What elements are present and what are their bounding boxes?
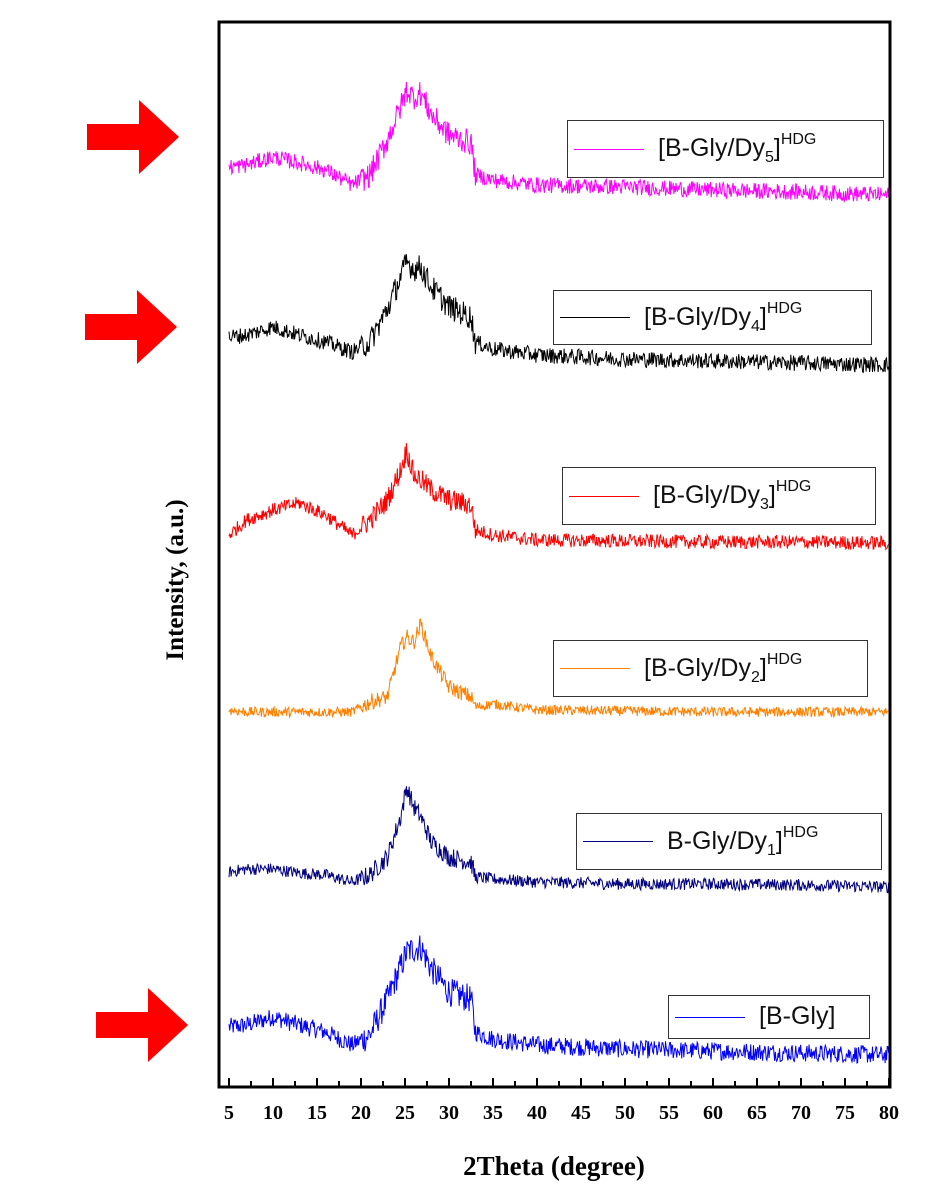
legend-suffix: ] [768,481,776,509]
x-tick-labels: 5 10 15 20 25 30 35 40 45 50 55 60 65 70 75 80 [224,1102,899,1124]
legend-entry: [B-Gly/Dy3]HDG [562,467,876,525]
legend-subscript: 1 [767,841,776,859]
x-tick-label: 30 [439,1102,459,1124]
x-tick-label: 25 [395,1102,415,1124]
x-tick-label: 75 [835,1102,855,1124]
x-tick-label: 40 [527,1102,547,1124]
legend-swatch [574,148,644,150]
legend-swatch [583,841,653,842]
legend-superscript: HDG [766,650,803,668]
legend-superscript: HDG [782,823,819,841]
x-tick-label: 70 [791,1102,811,1124]
legend-superscript: HDG [780,131,817,148]
legend-text: [B-Gly/Dy [653,481,760,509]
legend-label: [B-Gly] [759,999,835,1035]
x-tick-label: 50 [615,1102,635,1124]
legend-label: [B-Gly/Dy2]HDG [644,651,802,687]
legend-suffix: ] [759,302,767,331]
legend-superscript: HDG [766,299,803,317]
red-arrow-icon [87,100,179,174]
legend-label: [B-Gly/Dy3]HDG [653,478,811,514]
legend-entry: [B-Gly/Dy4]HDG [553,290,872,345]
series-line-0 [228,935,890,1064]
legend-swatch [560,317,630,318]
x-tick-label: 35 [483,1102,503,1124]
legend-text: [B-Gly/Dy [658,134,765,162]
legend-entry: [B-Gly/Dy2]HDG [553,640,868,697]
series-line-5 [228,81,890,204]
legend-text: [B-Gly/Dy [644,653,751,682]
legend-superscript: HDG [775,478,812,495]
series-line-2 [228,618,889,719]
x-tick-label: 55 [659,1102,679,1124]
legend-entry: B-Gly/Dy1]HDG [576,813,882,870]
x-ticks [228,1078,890,1087]
traces-group [228,81,890,1064]
legend-text: [B-Gly] [759,1002,836,1030]
legend-label: [B-Gly/Dy5]HDG [658,131,816,167]
y-axis-title: Intensity, (a.u.) [162,499,189,660]
x-tick-label: 15 [307,1102,327,1124]
legend-subscript: 5 [764,149,774,166]
series-line-3 [228,443,889,551]
legend-subscript: 2 [750,668,760,686]
legend-label: B-Gly/Dy1]HDG [667,824,818,860]
legend-text: [B-Gly/Dy [644,302,751,331]
legend-suffix: ] [775,826,783,855]
x-tick-label: 20 [351,1102,371,1124]
legend-subscript: 4 [750,317,760,335]
red-arrow-icon [96,988,188,1062]
x-tick-label: 10 [263,1102,283,1124]
x-tick-label: 65 [747,1102,767,1124]
x-axis-title: 2Theta (degree) [463,1151,645,1181]
red-arrow-icon [85,290,177,364]
legend-suffix: ] [759,653,767,682]
legend-entry: [B-Gly] [668,995,870,1039]
legend-swatch [560,668,630,669]
series-line-1 [228,786,890,894]
series-line-4 [228,254,890,374]
x-tick-label: 60 [703,1102,723,1124]
legend-swatch [569,495,639,497]
plot-frame [217,20,892,1089]
legend-label: [B-Gly/Dy4]HDG [644,300,802,336]
legend-subscript: 3 [759,496,769,513]
x-tick-label: 80 [879,1102,899,1124]
legend-suffix: ] [773,134,781,162]
x-tick-label: 5 [224,1102,234,1124]
legend-text: B-Gly/Dy [667,826,767,855]
legend-entry: [B-Gly/Dy5]HDG [567,120,884,178]
x-tick-label: 45 [571,1102,591,1124]
legend-swatch [675,1016,745,1018]
